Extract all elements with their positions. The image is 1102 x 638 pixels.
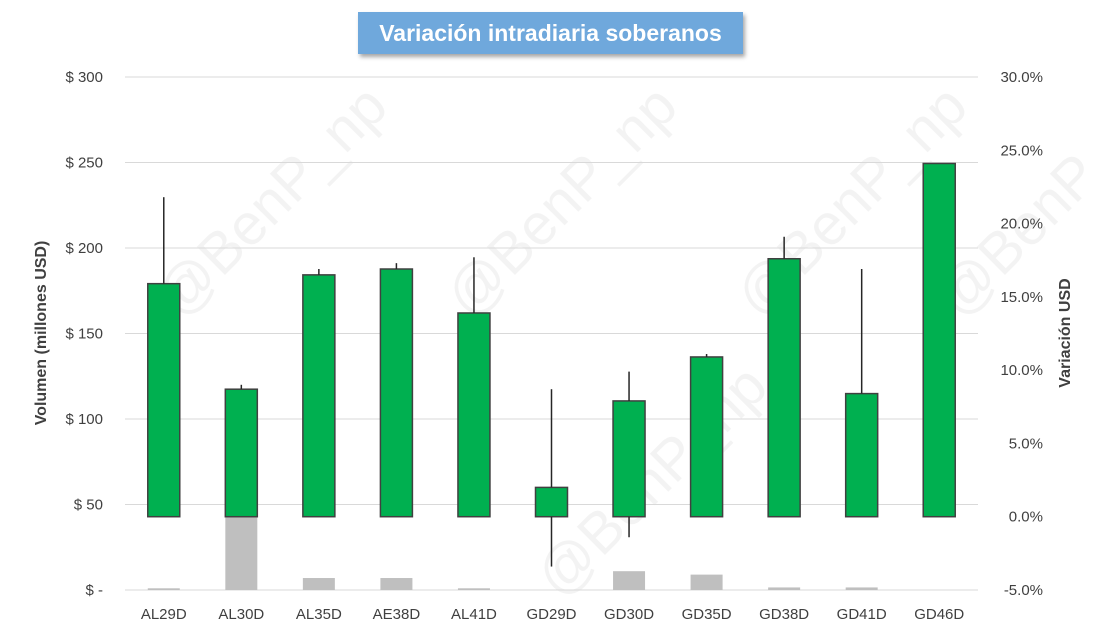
- x-tick-label: GD41D: [837, 606, 887, 623]
- variation-bar: [224, 388, 259, 518]
- volume-bar: [302, 578, 335, 590]
- variation-bar: [147, 282, 181, 518]
- right-tick-label: 15.0%: [1000, 289, 1043, 306]
- right-tick-label: 0.0%: [1009, 509, 1043, 526]
- right-axis-title: Variación USD: [1057, 278, 1074, 387]
- x-tick-label: GD30D: [604, 606, 654, 623]
- volume-bar: [613, 571, 646, 590]
- right-tick-label: 30.0%: [1000, 69, 1043, 86]
- watermark-text: @BenP_np: [143, 73, 399, 329]
- volume-bar: [147, 588, 180, 590]
- x-tick-label: GD46D: [914, 606, 964, 623]
- left-tick-label: $ 150: [65, 326, 103, 343]
- volume-bar: [768, 587, 801, 590]
- chart-title-box: Variación intradiaria soberanos: [358, 12, 743, 54]
- variation-bar: [612, 400, 646, 518]
- variation-bar: [689, 356, 724, 518]
- volume-bar: [225, 516, 258, 590]
- volume-bar: [380, 578, 413, 590]
- watermark-layer: @BenP_np@BenP_np@BenP_np@BenP_np@BenP_np: [143, 73, 1102, 609]
- volume-bar: [457, 588, 490, 590]
- x-tick-label: AL30D: [218, 606, 264, 623]
- right-tick-label: 5.0%: [1009, 435, 1043, 452]
- variation-bar: [767, 257, 801, 518]
- x-tick-label: AE38D: [373, 606, 421, 623]
- watermark-text: @BenP_np: [433, 73, 689, 329]
- variation-bar: [844, 392, 879, 518]
- left-tick-label: $ 250: [65, 155, 103, 172]
- x-tick-label: GD38D: [759, 606, 809, 623]
- left-tick-label: $ -: [85, 582, 103, 599]
- right-axis-ticks: -5.0% 0.0% 5.0% 10.0% 15.0% 20.0% 25.0% 30.0%: [1000, 69, 1043, 599]
- volume-bar: [845, 587, 878, 590]
- left-axis-title: Volumen (millones USD): [33, 241, 50, 426]
- x-tick-label: AL29D: [141, 606, 187, 623]
- chart-title: Variación intradiaria soberanos: [379, 19, 722, 46]
- x-tick-label: GD29D: [526, 606, 576, 623]
- watermark-text: @BenP_np: [523, 353, 779, 609]
- left-tick-label: $ 100: [65, 411, 103, 428]
- x-axis-ticks: AL29D AL30D AL35D AE38D AL41D GD29D GD30D GD35D…: [141, 606, 965, 623]
- volume-bars: [147, 516, 878, 590]
- variation-bars: [147, 162, 956, 518]
- right-tick-label: -5.0%: [1004, 582, 1043, 599]
- left-axis-ticks: $ - $ 50 $ 100 $ 150 $ 200 $ 250 $ 300: [65, 69, 103, 599]
- error-bars: [163, 197, 863, 567]
- right-tick-label: 10.0%: [1000, 362, 1043, 379]
- volume-bar: [690, 574, 723, 590]
- left-tick-label: $ 50: [74, 497, 103, 514]
- x-tick-label: GD35D: [682, 606, 732, 623]
- variation-bar: [457, 312, 491, 518]
- right-tick-label: 20.0%: [1000, 216, 1043, 233]
- variation-bar: [302, 274, 336, 518]
- x-tick-label: AL35D: [296, 606, 342, 623]
- x-tick-label: AL41D: [451, 606, 497, 623]
- variation-bar: [922, 162, 956, 518]
- variation-bar: [534, 486, 569, 518]
- left-tick-label: $ 200: [65, 240, 103, 257]
- right-tick-label: 25.0%: [1000, 142, 1043, 159]
- left-tick-label: $ 300: [65, 69, 103, 86]
- variation-bar: [379, 268, 414, 518]
